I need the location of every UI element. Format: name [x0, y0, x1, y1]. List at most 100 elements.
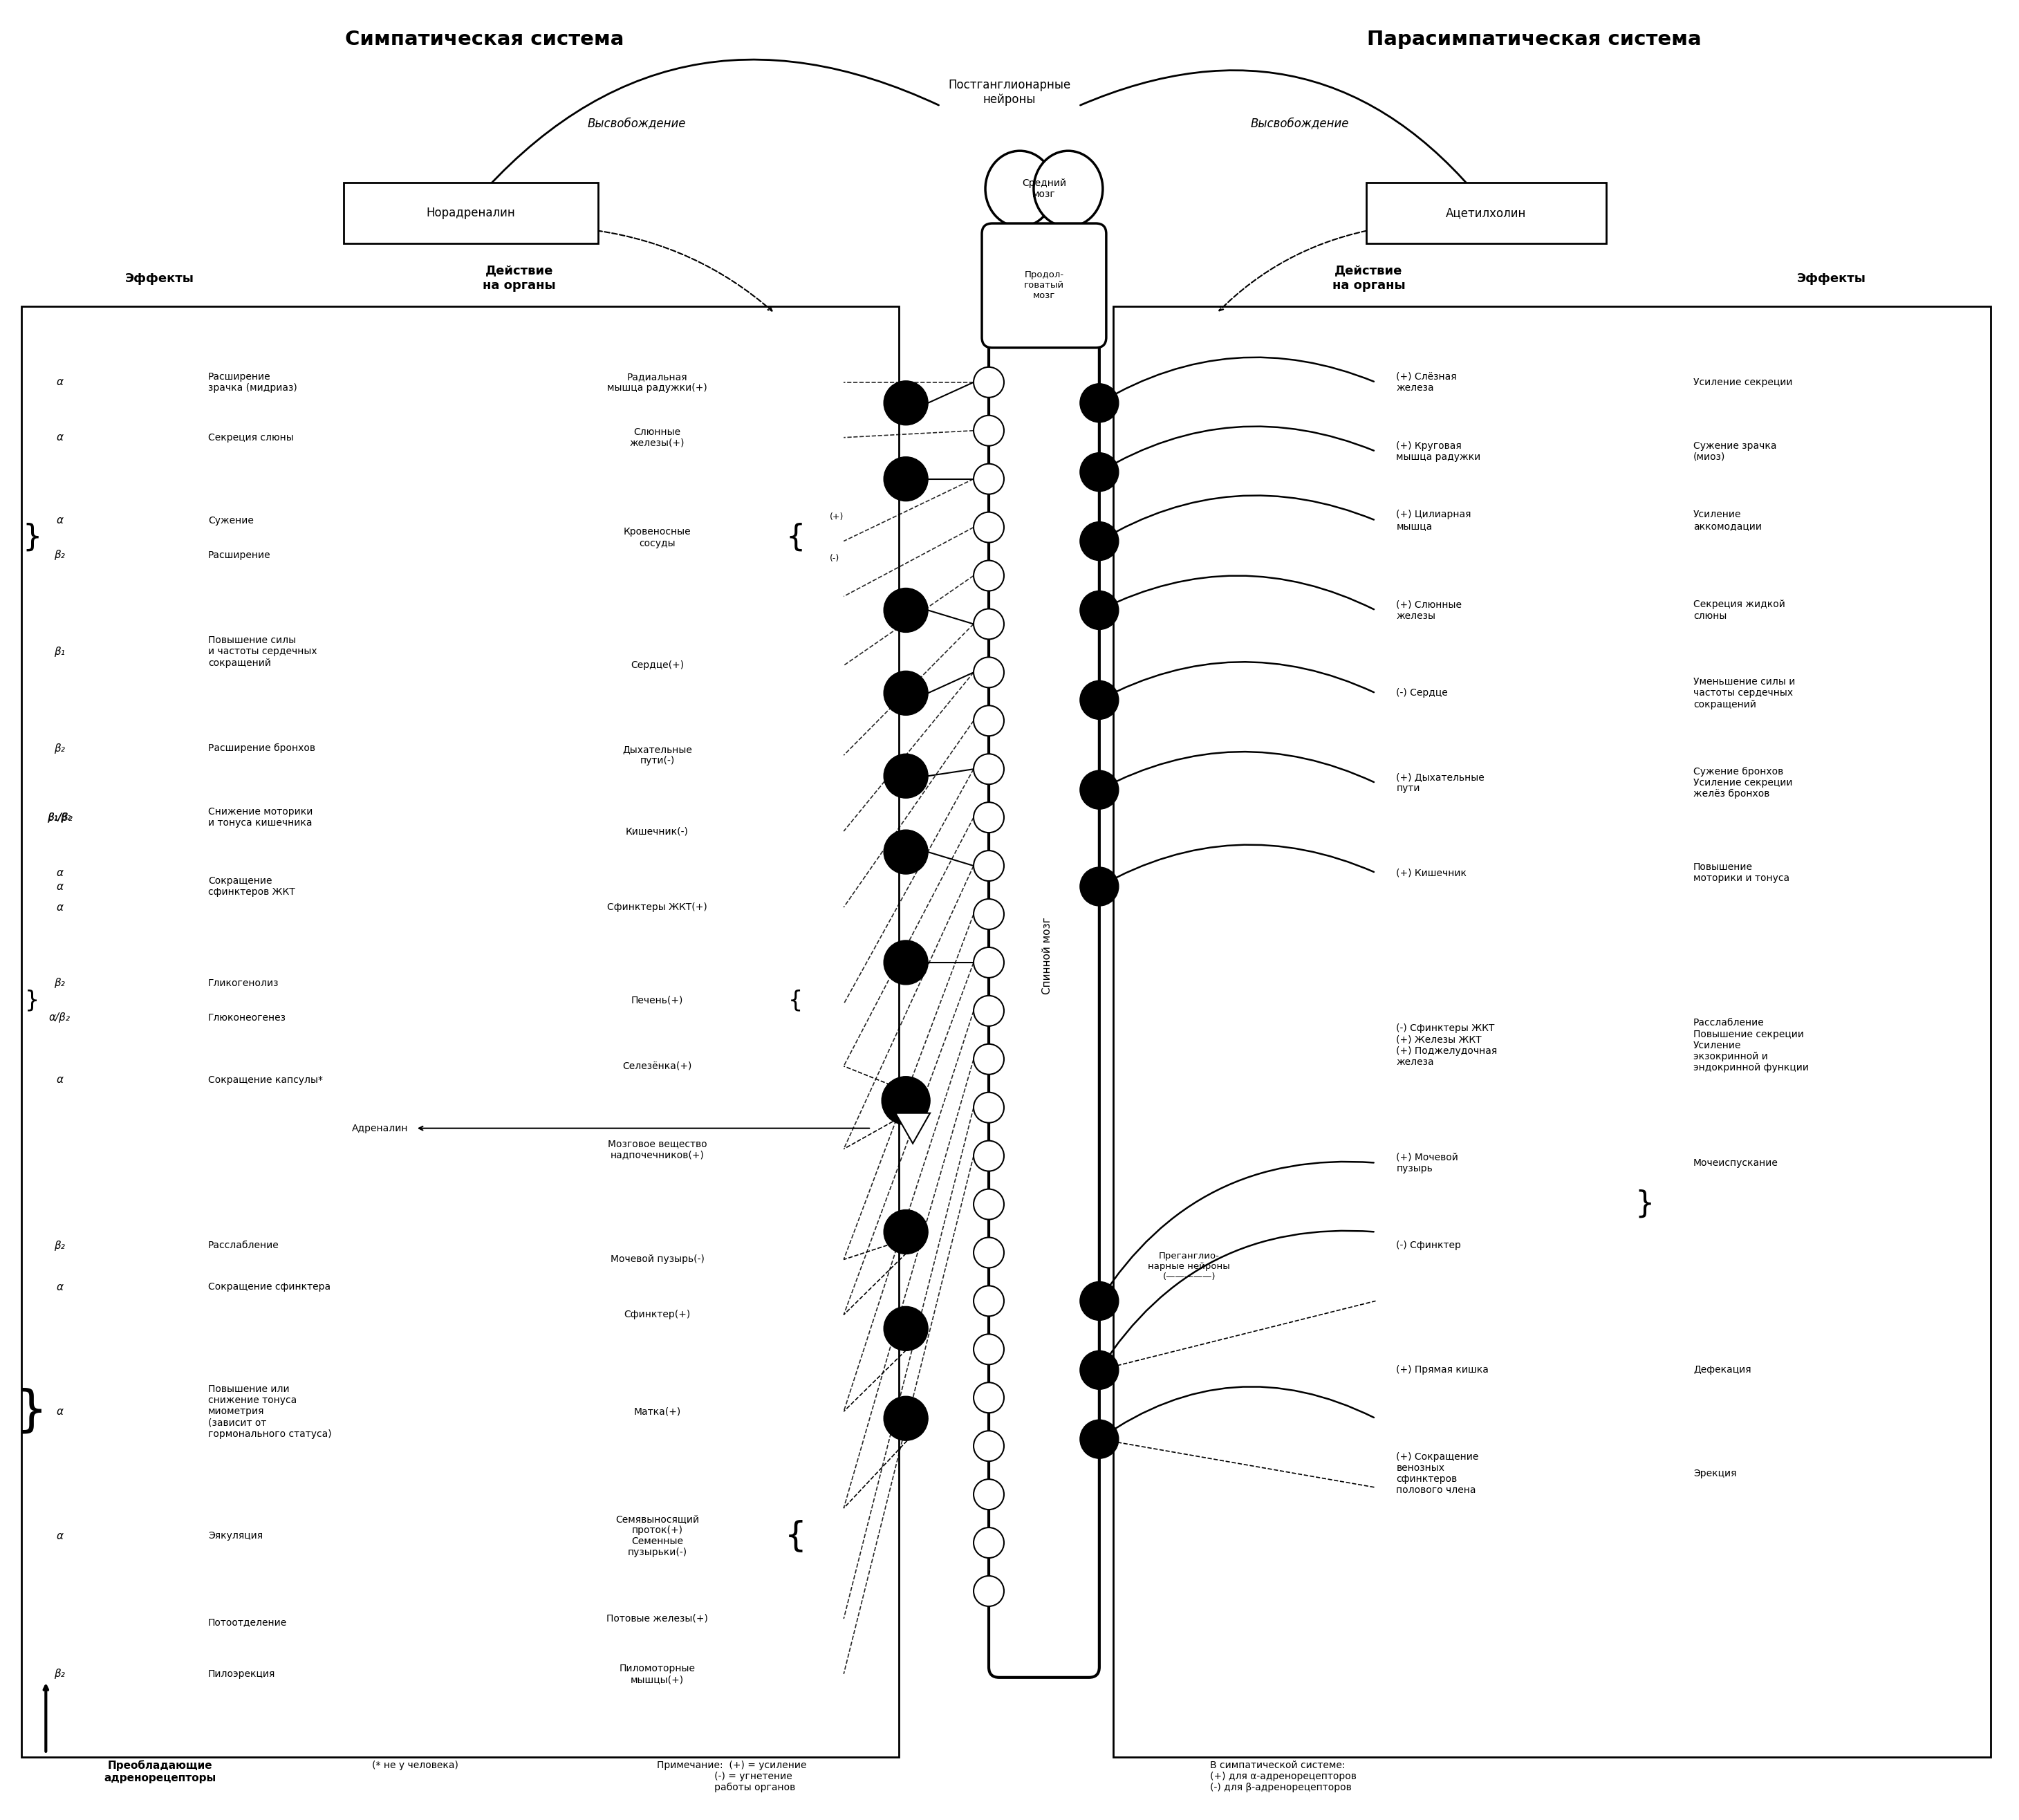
Text: }: } — [1635, 1190, 1656, 1219]
Text: {: { — [787, 988, 804, 1012]
Circle shape — [973, 996, 1003, 1026]
Text: Радиальная
мышца радужки(+): Радиальная мышца радужки(+) — [608, 371, 707, 393]
Text: Ацетилхолин: Ацетилхолин — [1446, 207, 1526, 218]
Text: (-) Сфинктеры ЖКТ
(+) Железы ЖКТ
(+) Поджелудочная
железа: (-) Сфинктеры ЖКТ (+) Железы ЖКТ (+) Под… — [1397, 1023, 1498, 1067]
Text: Повышение силы
и частоты сердечных
сокращений: Повышение силы и частоты сердечных сокра… — [208, 635, 317, 668]
Text: β₁: β₁ — [55, 646, 65, 657]
Text: Расширение: Расширение — [208, 550, 271, 561]
Circle shape — [1080, 453, 1119, 491]
Circle shape — [973, 561, 1003, 592]
Polygon shape — [896, 1114, 931, 1143]
Text: {: { — [783, 1520, 806, 1552]
Text: Высвобождение: Высвобождение — [1250, 116, 1349, 129]
FancyBboxPatch shape — [981, 224, 1106, 348]
Text: (* не у человека): (* не у человека) — [371, 1760, 458, 1771]
Text: Парасимпатическая система: Парасимпатическая система — [1367, 29, 1702, 49]
Text: Потоотделение: Потоотделение — [208, 1618, 287, 1627]
Text: (+) Слёзная
железа: (+) Слёзная железа — [1397, 371, 1458, 393]
Text: (+) Круговая
мышца радужки: (+) Круговая мышца радужки — [1397, 440, 1480, 462]
Text: Секреция слюны: Секреция слюны — [208, 433, 293, 442]
Text: Дыхательные
пути(-): Дыхательные пути(-) — [622, 744, 693, 766]
Text: α: α — [57, 1531, 63, 1542]
Text: Адреналин: Адреналин — [351, 1123, 408, 1134]
Text: Расширение бронхов: Расширение бронхов — [208, 744, 315, 753]
Text: (+) Мочевой
пузырь: (+) Мочевой пузырь — [1397, 1152, 1458, 1174]
Circle shape — [973, 946, 1003, 977]
Text: Действие
на органы: Действие на органы — [483, 266, 555, 291]
Text: {: { — [785, 522, 806, 553]
Text: Матка(+): Матка(+) — [634, 1407, 680, 1416]
Text: Примечание:  (+) = усиление
                   (-) = угнетение
                 : Примечание: (+) = усиление (-) = угнетен… — [658, 1760, 808, 1793]
Text: α: α — [57, 433, 63, 442]
Circle shape — [973, 1141, 1003, 1170]
Text: Повышение или
снижение тонуса
миометрия
(зависит от
гормонального статуса): Повышение или снижение тонуса миометрия … — [208, 1385, 331, 1440]
Text: (+): (+) — [830, 513, 844, 522]
Circle shape — [973, 706, 1003, 735]
Text: Сужение бронхов
Усиление секреции
желёз бронхов: Сужение бронхов Усиление секреции желёз … — [1694, 766, 1793, 799]
Circle shape — [1080, 1281, 1119, 1320]
Text: Секреция жидкой
слюны: Секреция жидкой слюны — [1694, 601, 1785, 621]
Text: Сокращение сфинктера: Сокращение сфинктера — [208, 1283, 331, 1292]
Circle shape — [973, 1334, 1003, 1365]
Circle shape — [884, 1210, 929, 1254]
Text: Пиломоторные
мышцы(+): Пиломоторные мышцы(+) — [620, 1663, 695, 1685]
Circle shape — [1080, 866, 1119, 906]
Text: Сфинктеры ЖКТ(+): Сфинктеры ЖКТ(+) — [608, 903, 707, 912]
Circle shape — [973, 1480, 1003, 1509]
Text: α: α — [57, 1281, 63, 1292]
Text: (+) Кишечник: (+) Кишечник — [1397, 868, 1468, 877]
Text: Эффекты: Эффекты — [1797, 273, 1866, 286]
Circle shape — [1080, 522, 1119, 561]
Text: Семявыносящий
проток(+)
Семенные
пузырьки(-): Семявыносящий проток(+) Семенные пузырьк… — [616, 1514, 699, 1558]
Text: α: α — [57, 515, 63, 526]
Text: Эякуляция: Эякуляция — [208, 1531, 262, 1542]
Text: Средний
мозг: Средний мозг — [1022, 178, 1066, 198]
Text: Норадреналин: Норадреналин — [426, 207, 515, 218]
Text: (+) Слюнные
железы: (+) Слюнные железы — [1397, 601, 1462, 621]
Circle shape — [973, 1431, 1003, 1461]
Ellipse shape — [1034, 151, 1102, 228]
Text: β₁/β₂: β₁/β₂ — [48, 812, 71, 823]
Text: Снижение моторики
и тонуса кишечника: Снижение моторики и тонуса кишечника — [208, 806, 313, 828]
Circle shape — [1080, 770, 1119, 810]
Text: Глюконеогенез: Глюконеогенез — [208, 1014, 287, 1023]
Circle shape — [973, 1238, 1003, 1269]
Circle shape — [973, 657, 1003, 688]
Text: α: α — [57, 903, 63, 912]
Circle shape — [973, 1285, 1003, 1316]
Circle shape — [884, 1396, 929, 1440]
Bar — [22, 306, 898, 1756]
Text: Действие
на органы: Действие на органы — [1333, 266, 1405, 291]
Text: Сужение: Сужение — [208, 515, 254, 526]
Circle shape — [1080, 1420, 1119, 1458]
Text: β₂: β₂ — [55, 977, 65, 988]
Text: Потовые железы(+): Потовые железы(+) — [606, 1614, 709, 1623]
Text: β₂: β₂ — [55, 743, 65, 753]
Circle shape — [973, 753, 1003, 784]
Ellipse shape — [985, 151, 1054, 228]
Text: Мочевой пузырь(-): Мочевой пузырь(-) — [610, 1254, 705, 1265]
Circle shape — [884, 672, 929, 715]
Circle shape — [973, 899, 1003, 930]
Text: α: α — [57, 1076, 63, 1085]
Text: Кишечник(-): Кишечник(-) — [626, 826, 688, 835]
Text: Преганглио-
нарные нейроны
(—————): Преганглио- нарные нейроны (—————) — [1149, 1252, 1230, 1281]
Circle shape — [973, 803, 1003, 832]
Text: α/β₂: α/β₂ — [48, 1012, 71, 1023]
Circle shape — [1080, 384, 1119, 422]
Circle shape — [973, 1045, 1003, 1074]
Text: (+) Сокращение
венозных
сфинктеров
полового члена: (+) Сокращение венозных сфинктеров полов… — [1397, 1452, 1478, 1496]
Text: β₂: β₂ — [55, 1241, 65, 1250]
FancyBboxPatch shape — [1367, 182, 1607, 244]
Text: }: } — [24, 988, 40, 1012]
Text: Печень(+): Печень(+) — [632, 996, 682, 1005]
Text: α: α — [57, 377, 63, 388]
Text: Усиление
аккомодации: Усиление аккомодации — [1694, 510, 1763, 531]
Circle shape — [973, 368, 1003, 397]
Text: Расширение
зрачка (мидриаз): Расширение зрачка (мидриаз) — [208, 371, 297, 393]
Text: (-): (-) — [830, 553, 840, 562]
FancyBboxPatch shape — [989, 328, 1098, 1678]
Text: Повышение
моторики и тонуса: Повышение моторики и тонуса — [1694, 863, 1789, 883]
Circle shape — [973, 610, 1003, 639]
Circle shape — [973, 1527, 1003, 1558]
